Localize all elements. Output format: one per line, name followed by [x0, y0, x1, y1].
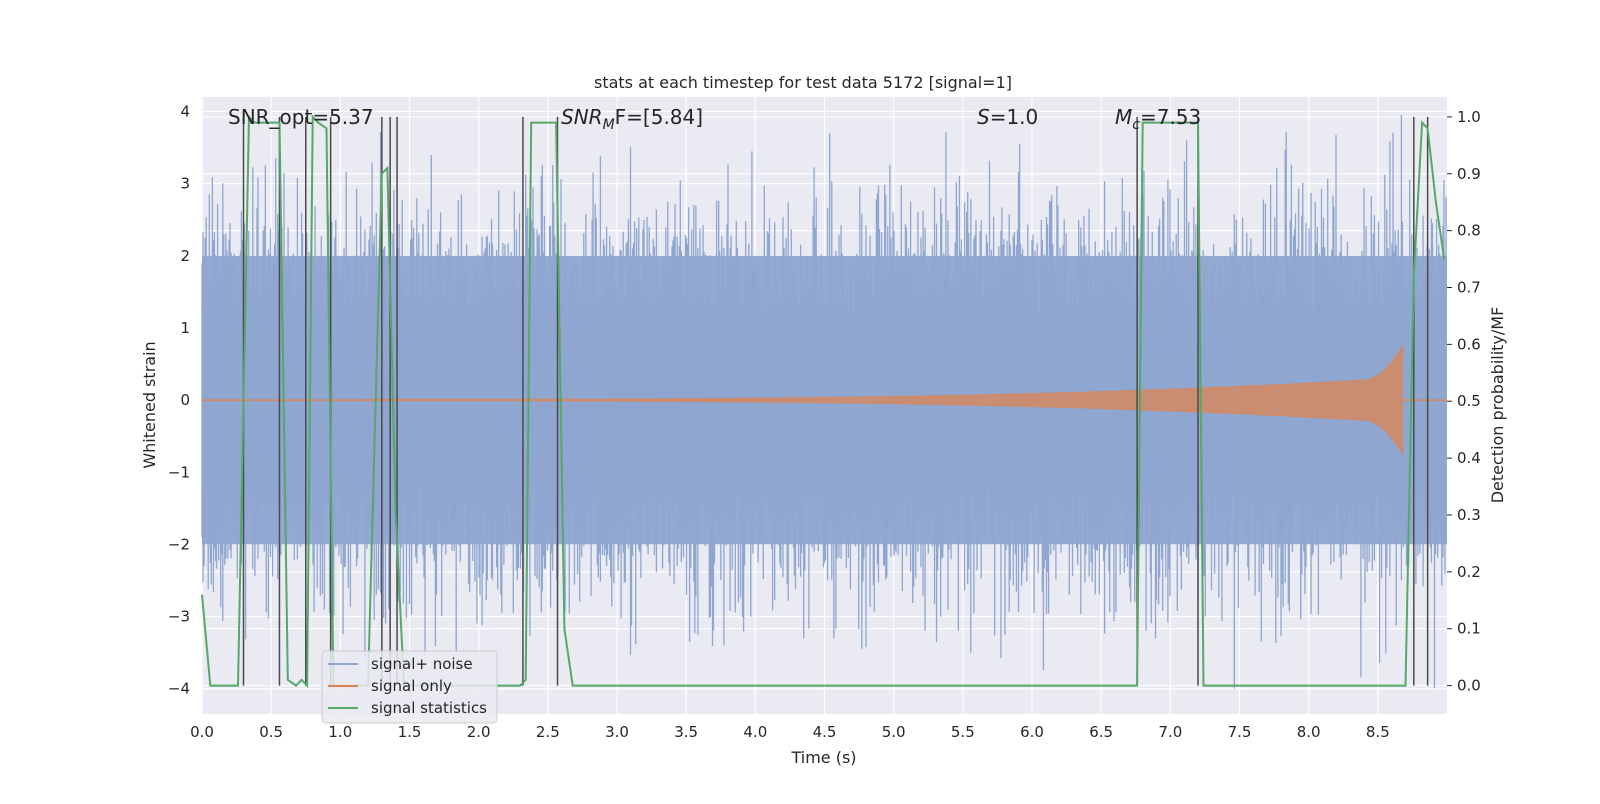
x-tick-label: 3.5	[674, 723, 698, 741]
y-tick-label-right: 0.9	[1457, 165, 1481, 183]
y-tick-label-left: 2	[180, 247, 190, 265]
tick-labels: 0.0 0.5 1.0 1.5 2.0 2.5 3.0 3.5 4.0 4.5 5.0 5.5 6.0 6…	[168, 102, 1481, 741]
x-tick-label: 3.0	[605, 723, 629, 741]
legend-label-signal: signal only	[371, 677, 452, 695]
y-tick-label-right: 0.5	[1457, 392, 1481, 410]
x-tick-label: 1.5	[398, 723, 422, 741]
y-tick-label-left: 1	[180, 319, 190, 337]
snr-opt-annotation: SNR_opt=5.37	[228, 105, 374, 129]
signal-chirp-envelope	[367, 343, 1403, 457]
legend-label-stats: signal statistics	[371, 699, 487, 717]
s-annotation: S=1.0	[977, 105, 1038, 129]
y-axis-label-left: Whitened strain	[140, 341, 159, 468]
legend-box	[321, 650, 498, 724]
y-tick-label-left: −3	[168, 608, 190, 626]
y-axis-label-right: Detection probability/MF	[1488, 307, 1507, 504]
x-tick-label: 8.0	[1297, 723, 1321, 741]
x-tick-label: 2.5	[536, 723, 560, 741]
y-tick-label-right: 0.8	[1457, 222, 1481, 240]
x-tick-label: 4.5	[813, 723, 837, 741]
y-tick-label-left: −1	[168, 463, 190, 481]
x-tick-label: 8.5	[1366, 723, 1390, 741]
y-tick-label-right: 0.1	[1457, 620, 1481, 638]
y-tick-label-left: 4	[180, 102, 190, 120]
y-tick-label-right: 0.2	[1457, 563, 1481, 581]
x-tick-label: 1.0	[328, 723, 352, 741]
y-tick-label-right: 0.3	[1457, 506, 1481, 524]
signal-only-series	[202, 343, 1447, 457]
chart-title: stats at each timestep for test data 517…	[594, 73, 1012, 92]
x-tick-label: 5.0	[882, 723, 906, 741]
x-tick-label: 5.5	[951, 723, 975, 741]
x-tick-label: 2.0	[467, 723, 491, 741]
x-tick-label: 6.5	[1089, 723, 1113, 741]
legend: signal+ noise signal only signal statist…	[321, 650, 498, 724]
mc-annotation: Mc=7.53	[1115, 105, 1201, 133]
y-tick-label-left: −2	[168, 535, 190, 553]
y-tick-label-left: 3	[180, 175, 190, 193]
legend-label-noise: signal+ noise	[371, 655, 473, 673]
y-tick-label-left: 0	[180, 391, 190, 409]
y-tick-label-right: 0.0	[1457, 677, 1481, 695]
y-tick-label-right: 0.7	[1457, 279, 1481, 297]
x-axis-label: Time (s)	[790, 748, 856, 767]
x-tick-label: 7.0	[1158, 723, 1182, 741]
y-tick-label-right: 0.6	[1457, 335, 1481, 353]
y-tick-label-left: −4	[168, 680, 190, 698]
x-tick-label: 7.5	[1228, 723, 1252, 741]
x-tick-label: 0.5	[259, 723, 283, 741]
x-tick-label: 0.0	[190, 723, 214, 741]
signal-statistics-series	[201, 114, 1446, 689]
x-tick-label: 4.0	[743, 723, 767, 741]
x-tick-label: 6.0	[1020, 723, 1044, 741]
signal-statistics-line	[201, 114, 1446, 689]
y-tick-label-right: 1.0	[1457, 108, 1481, 126]
y-tick-label-right: 0.4	[1457, 449, 1481, 467]
snr-mf-annotation: SNRMF=[5.84]	[561, 105, 703, 133]
